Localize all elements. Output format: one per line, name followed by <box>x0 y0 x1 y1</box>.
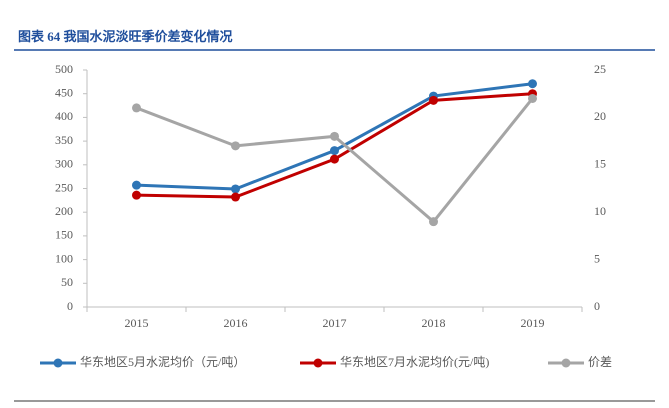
y-tick-label: 0 <box>67 299 73 313</box>
y2-tick-label: 25 <box>594 62 606 76</box>
point <box>429 95 438 105</box>
y2-tick-label: 0 <box>594 299 600 313</box>
legend-label: 价差 <box>588 355 612 369</box>
y-tick-label: 250 <box>55 180 73 194</box>
y-tick-label: 50 <box>61 275 73 289</box>
y-tick-label: 100 <box>55 251 73 265</box>
y2-tick-label: 20 <box>594 109 606 123</box>
y-tick-label: 500 <box>55 62 73 76</box>
y-tick-label: 450 <box>55 85 73 99</box>
x-tick-label: 2019 <box>521 316 545 330</box>
legend-marker <box>53 358 63 368</box>
point <box>330 154 339 164</box>
x-tick-label: 2015 <box>125 316 149 330</box>
legend-marker <box>561 358 571 368</box>
point <box>528 79 537 89</box>
legend-label: 华东地区7月水泥均价(元/吨) <box>340 355 489 369</box>
point <box>231 184 240 194</box>
point <box>132 103 141 113</box>
y-tick-label: 350 <box>55 133 73 147</box>
y-tick-label: 150 <box>55 228 73 242</box>
legend-marker <box>313 358 323 368</box>
x-tick-label: 2016 <box>224 316 248 330</box>
point <box>330 146 339 156</box>
point <box>132 190 141 200</box>
point <box>528 93 537 103</box>
point <box>231 141 240 151</box>
x-tick-label: 2017 <box>323 316 347 330</box>
y-tick-label: 300 <box>55 157 73 171</box>
chart-title: 图表 64 我国水泥淡旺季价差变化情况 <box>18 29 233 44</box>
point <box>132 180 141 190</box>
series-line <box>136 92 533 199</box>
y2-tick-label: 5 <box>594 251 600 265</box>
point <box>429 217 438 227</box>
point <box>231 192 240 202</box>
y2-tick-label: 10 <box>594 204 606 218</box>
x-tick-label: 2018 <box>422 316 446 330</box>
point <box>330 131 339 141</box>
y-tick-label: 400 <box>55 109 73 123</box>
y-tick-label: 200 <box>55 204 73 218</box>
y2-tick-label: 15 <box>594 157 606 171</box>
legend-label: 华东地区5月水泥均价（元/吨） <box>80 355 245 369</box>
